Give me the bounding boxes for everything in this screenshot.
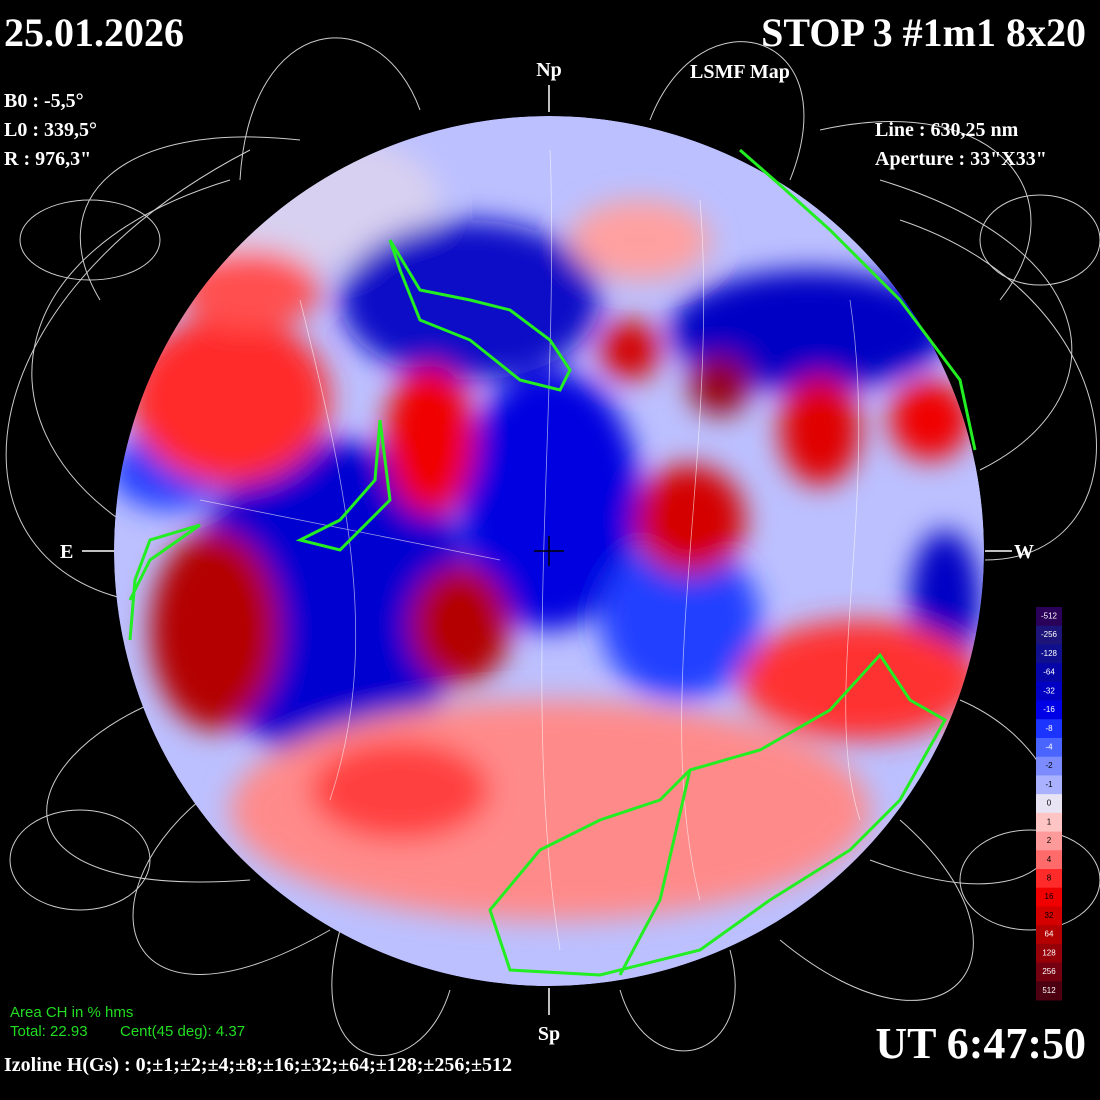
- west-label: W: [1014, 541, 1034, 563]
- colorbar-label: -8: [1045, 724, 1053, 733]
- colorbar-label: 64: [1045, 930, 1054, 939]
- colorbar-label: -4: [1045, 742, 1053, 751]
- colorbar-swatch: [1036, 794, 1062, 814]
- colorbar-label: 512: [1042, 986, 1056, 995]
- title: STOP 3 #1m1 8x20: [761, 10, 1086, 55]
- colorbar-swatch: [1036, 738, 1062, 758]
- colorbar-label: 256: [1042, 967, 1056, 976]
- colorbar-swatch: [1036, 925, 1062, 945]
- colorbar-label: 4: [1047, 855, 1052, 864]
- subtitle: LSMF Map: [690, 61, 790, 83]
- north-label: Np: [536, 59, 562, 81]
- ch-central: Cent(45 deg): 4.37: [120, 1023, 245, 1040]
- colorbar-swatch: [1036, 756, 1062, 776]
- colorbar-label: -1: [1045, 780, 1053, 789]
- colorbar-swatch: [1036, 719, 1062, 739]
- disk-field-lines: [199, 149, 861, 951]
- colorbar-label: 1: [1047, 817, 1052, 826]
- colorbar-swatch: [1036, 625, 1062, 645]
- field-lines: [5, 37, 1100, 1056]
- colorbar-label: -128: [1041, 649, 1058, 658]
- ch-title: Area CH in % hms: [10, 1004, 133, 1021]
- ch-contours: [128, 148, 977, 977]
- east-label: E: [60, 541, 73, 563]
- colorbar-swatch: [1036, 850, 1062, 870]
- param: R : 976,3": [4, 148, 91, 170]
- colorbar-label: -256: [1041, 630, 1058, 639]
- colorbar-label: -32: [1043, 686, 1055, 695]
- colorbar: -512 -256 -128 -64 -32 -16 -8 -4 -2 -1 0 1 2 4 8 16 32 64…: [1036, 607, 1062, 1001]
- colorbar-swatch: [1036, 681, 1062, 702]
- colorbar-swatch: [1036, 663, 1062, 683]
- colorbar-label: -64: [1043, 668, 1055, 677]
- south-label: Sp: [538, 1023, 560, 1045]
- colorbar-label: 16: [1045, 892, 1054, 901]
- instrument: Line : 630,25 nm: [875, 119, 1019, 141]
- time: UT 6:47:50: [875, 1019, 1086, 1068]
- param: B0 : -5,5°: [4, 90, 84, 112]
- center-cross: [534, 536, 564, 566]
- colorbar-swatch: [1036, 775, 1062, 795]
- colorbar-swatch: [1036, 906, 1062, 926]
- colorbar-label: 8: [1047, 873, 1052, 882]
- instrument: Aperture : 33"X33": [875, 148, 1047, 170]
- colorbar-label: 0: [1047, 799, 1052, 808]
- colorbar-swatch: [1036, 887, 1062, 907]
- colorbar-label: 32: [1045, 911, 1054, 920]
- colorbar-swatch: [1036, 943, 1062, 964]
- colorbar-swatch: [1036, 607, 1062, 627]
- colorbar-label: -2: [1045, 761, 1053, 770]
- date: 25.01.2026: [4, 10, 184, 55]
- colorbar-label: 128: [1042, 948, 1056, 957]
- ch-total: Total: 22.93: [10, 1023, 88, 1040]
- colorbar-swatch: [1036, 700, 1062, 720]
- colorbar-swatch: [1036, 981, 1062, 1001]
- colorbar-swatch: [1036, 812, 1062, 833]
- colorbar-swatch: [1036, 644, 1062, 664]
- colorbar-swatch: [1036, 831, 1062, 851]
- colorbar-swatch: [1036, 962, 1062, 982]
- colorbar-label: -16: [1043, 705, 1055, 714]
- axis-ticks: [82, 85, 1012, 1015]
- colorbar-label: -512: [1041, 611, 1058, 620]
- param: L0 : 339,5°: [4, 119, 97, 141]
- colorbar-swatch: [1036, 869, 1062, 889]
- colorbar-label: 2: [1047, 836, 1052, 845]
- isolines: Izoline H(Gs) : 0;±1;±2;±4;±8;±16;±32;±6…: [4, 1054, 512, 1076]
